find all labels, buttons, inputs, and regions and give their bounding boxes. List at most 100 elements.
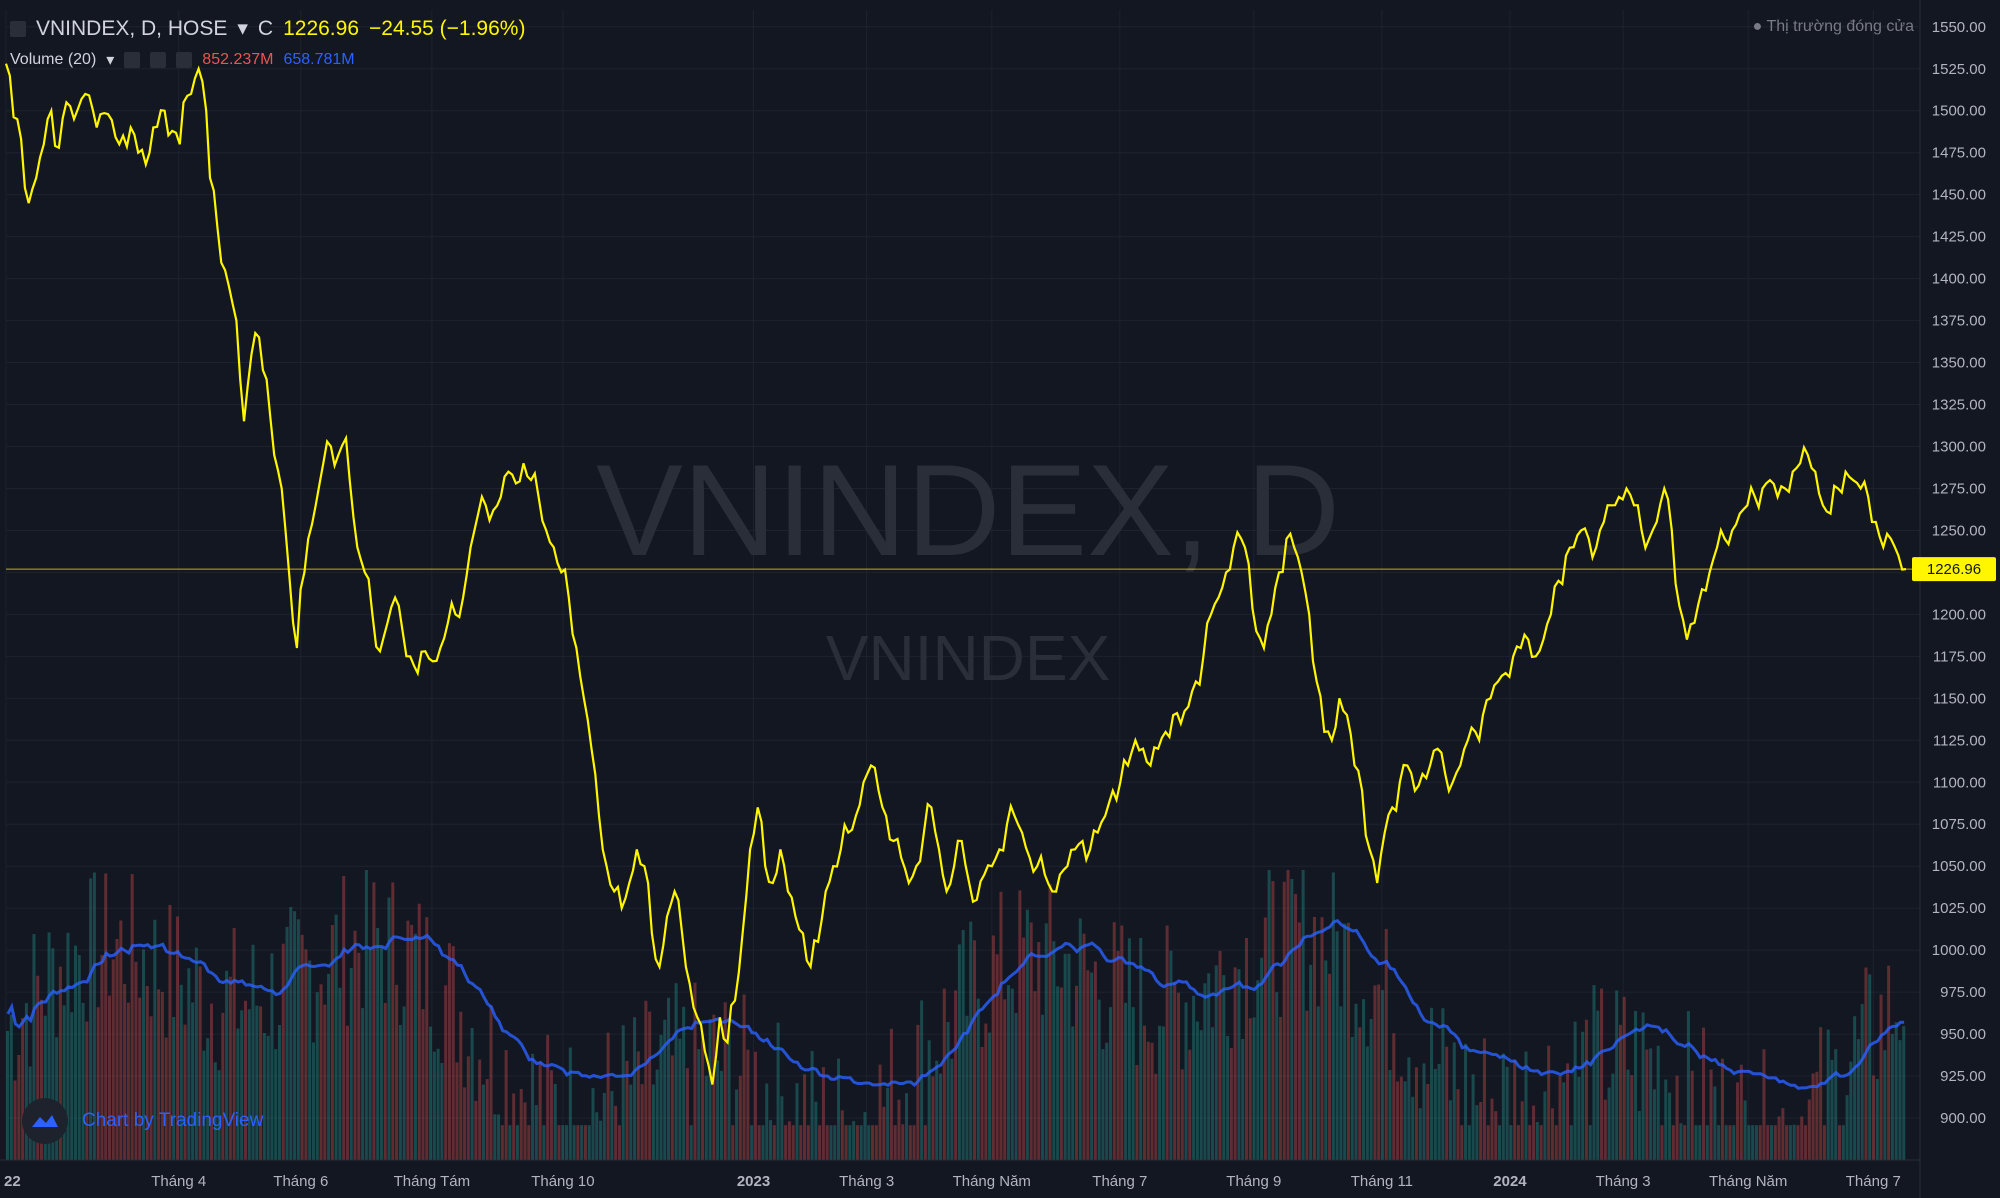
y-tick-label: 1300.00	[1932, 438, 1986, 455]
brand-text: Chart by TradingView	[82, 1110, 264, 1131]
volume-legend: Volume (20) ▾ 852.237M 658.781M	[10, 50, 355, 70]
volume-bar	[1048, 883, 1052, 1160]
volume-bar	[361, 1008, 365, 1160]
volume-bar	[1233, 967, 1237, 1160]
volume-bar	[1883, 1050, 1887, 1160]
volume-bar	[364, 870, 368, 1160]
volume-bar	[1645, 1049, 1649, 1160]
volume-value-blue: 658.781M	[283, 51, 355, 68]
volume-bar	[187, 968, 191, 1160]
volume-bar	[1758, 1125, 1762, 1160]
volume-bar	[602, 1093, 606, 1160]
volume-bar	[871, 1125, 875, 1160]
volume-bar	[1773, 1125, 1777, 1160]
volume-bar	[1078, 918, 1082, 1160]
volume-bar	[217, 1070, 221, 1160]
volume-bar	[379, 947, 383, 1160]
volume-bar	[1482, 1038, 1486, 1160]
volume-bar	[1014, 1013, 1018, 1160]
volume-bar	[923, 1125, 927, 1160]
volume-bar	[1316, 1006, 1320, 1160]
volume-bar	[882, 1106, 886, 1160]
volume-bar	[293, 911, 297, 1160]
price-axis[interactable]: 1550.00 1525.00 1500.00 1475.00 1450.00 1425.…	[1919, 0, 1986, 1198]
visibility-icon[interactable]	[124, 52, 141, 68]
volume-bar	[1686, 1011, 1690, 1160]
volume-bar	[85, 1021, 89, 1160]
volume-bar	[1384, 928, 1388, 1160]
dropdown-icon[interactable]: ▾	[237, 17, 248, 40]
volume-bar	[965, 1015, 969, 1160]
tradingview-brand[interactable]: Chart by TradingView	[22, 1098, 263, 1144]
volume-bar	[1683, 1125, 1687, 1160]
volume-bar	[1445, 1046, 1449, 1160]
volume-bar	[1411, 1096, 1415, 1160]
volume-bar	[1558, 1075, 1562, 1160]
volume-bar	[1728, 1125, 1732, 1160]
volume-bar	[6, 1031, 10, 1160]
volume-bar	[1475, 1105, 1479, 1160]
volume-bar	[1214, 965, 1218, 1160]
volume-bar	[810, 1051, 814, 1160]
volume-bar	[1059, 987, 1063, 1160]
volume-bar	[1237, 969, 1241, 1160]
volume-bar	[1218, 950, 1222, 1160]
volume-bar	[70, 1012, 74, 1160]
volume-bar	[893, 1125, 897, 1160]
volume-bar	[954, 990, 958, 1160]
remove-icon[interactable]	[176, 52, 193, 68]
volume-bar	[1811, 1073, 1815, 1160]
volume-bar	[1339, 1006, 1343, 1160]
volume-bar	[995, 954, 999, 1160]
volume-bar	[1652, 1089, 1656, 1160]
volume-bar	[1112, 922, 1116, 1160]
y-tick-label: 1475.00	[1932, 145, 1986, 162]
volume-bar	[338, 987, 342, 1160]
symbol-title[interactable]: VNINDEX, D, HOSE	[36, 16, 228, 40]
volume-bar	[1074, 985, 1079, 1160]
volume-bar	[1176, 992, 1180, 1160]
volume-label[interactable]: Volume (20)	[10, 51, 97, 68]
volume-bar	[179, 984, 183, 1160]
time-axis[interactable]: 22 Tháng 4 Tháng 6 Tháng Tám Tháng 10 2023 Thá…	[0, 1159, 1920, 1190]
volume-bar	[1018, 890, 1022, 1160]
volume-bar	[610, 1091, 614, 1160]
volume-bar	[1550, 1108, 1554, 1160]
collapse-icon[interactable]	[10, 20, 26, 37]
volume-bar	[1747, 1125, 1751, 1160]
price-line[interactable]	[4, 63, 1907, 1085]
volume-bar	[1792, 1124, 1796, 1160]
volume-bar	[542, 1125, 546, 1160]
volume-bar	[1505, 1066, 1509, 1160]
volume-bar	[1834, 1049, 1838, 1160]
volume-bar	[289, 907, 293, 1160]
y-tick-label: 1175.00	[1933, 648, 1986, 665]
volume-bar	[765, 1083, 769, 1160]
volume-bar	[988, 1032, 992, 1160]
volume-bar	[1807, 1099, 1811, 1160]
volume-bar	[1248, 1018, 1252, 1160]
volume-bar	[969, 921, 973, 1160]
volume-bars	[6, 870, 1906, 1160]
volume-bar	[1448, 1100, 1452, 1160]
volume-bar	[504, 1050, 508, 1160]
volume-bar	[481, 1084, 485, 1160]
volume-dropdown-icon[interactable]: ▾	[106, 52, 115, 69]
volume-bar	[319, 984, 323, 1160]
tradingview-logo-icon	[22, 1098, 68, 1144]
volume-bar	[391, 882, 395, 1160]
volume-bar	[202, 1050, 206, 1160]
volume-bar	[410, 924, 414, 1160]
volume-bar	[247, 1009, 251, 1160]
volume-bar	[1210, 1027, 1214, 1160]
volume-bar	[1101, 1049, 1105, 1160]
volume-bar	[1282, 881, 1286, 1160]
volume-bar	[1788, 1125, 1792, 1160]
volume-bar	[1694, 1125, 1698, 1160]
settings-icon[interactable]	[150, 52, 167, 68]
y-tick-label: 1075.00	[1932, 816, 1986, 833]
volume-bar	[1720, 1058, 1724, 1160]
volume-bar	[1860, 1004, 1864, 1160]
volume-bar	[160, 992, 164, 1160]
